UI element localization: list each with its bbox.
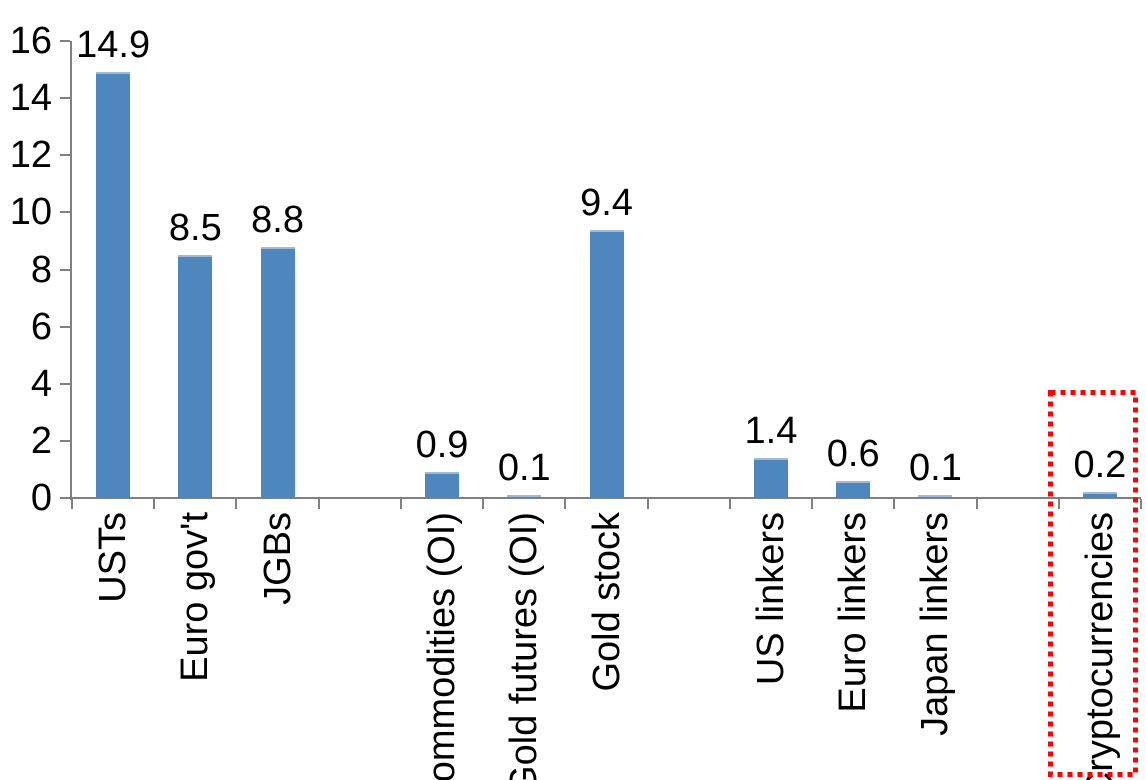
x-tick — [893, 499, 896, 509]
x-tick — [153, 499, 156, 509]
category-label-text: Commodities (OI) — [421, 512, 464, 780]
category-label-text: USTs — [92, 512, 135, 603]
y-tick — [60, 497, 70, 499]
x-tick — [71, 499, 73, 509]
y-tick-label: 8 — [30, 248, 52, 291]
y-tick — [60, 154, 70, 157]
bar — [425, 472, 460, 498]
y-tick — [60, 97, 70, 100]
bar-value-label: 0.9 — [415, 424, 469, 467]
bar — [96, 72, 131, 498]
category-label: Gold stock — [586, 512, 767, 692]
bar — [836, 480, 871, 498]
x-tick — [1140, 499, 1142, 509]
x-axis-line — [70, 497, 1141, 499]
category-label-text: Gold stock — [585, 512, 628, 692]
category-label-text: US linkers — [749, 512, 792, 686]
bar-value-label: 8.8 — [251, 198, 304, 241]
category-label: JGBs — [257, 512, 351, 605]
bar-value-label: 0.1 — [909, 447, 962, 490]
bar-value-label: 1.4 — [744, 410, 798, 452]
y-tick-label: 14 — [9, 77, 52, 120]
y-tick — [60, 325, 70, 328]
bar — [178, 255, 213, 498]
category-label: Cryptocurrencies — [1079, 512, 1146, 780]
y-tick — [60, 439, 70, 442]
x-tick — [1057, 499, 1060, 509]
y-tick-label: 10 — [9, 191, 52, 234]
bar — [918, 495, 953, 498]
category-label-text: JGBs — [256, 512, 299, 605]
y-tick-label: 0 — [30, 477, 52, 519]
x-tick — [235, 499, 238, 509]
x-tick — [317, 499, 320, 509]
bar-value-label: 9.4 — [580, 181, 633, 224]
category-label-text: Cryptocurrencies — [1078, 512, 1121, 780]
y-tick-label: 2 — [30, 419, 52, 462]
x-tick — [728, 499, 731, 509]
y-tick-label: 12 — [9, 134, 52, 177]
bar-value-label: 0.6 — [826, 432, 880, 475]
y-tick — [60, 268, 70, 271]
y-tick — [60, 211, 70, 214]
bar — [260, 246, 295, 498]
x-tick — [399, 499, 402, 509]
bar-value-label: 0.1 — [497, 447, 551, 490]
category-label: USTs — [92, 512, 184, 603]
bar-value-label: 14.9 — [76, 24, 151, 67]
category-label-text: Japan linkers — [914, 512, 957, 736]
bar — [507, 495, 542, 498]
y-tick — [60, 40, 70, 42]
bar-value-label: 8.5 — [168, 207, 222, 250]
x-tick — [482, 499, 485, 509]
category-label-text: Euro linkers — [832, 512, 875, 713]
bar — [753, 458, 788, 498]
y-tick-label: 4 — [30, 362, 52, 405]
bar — [589, 229, 624, 498]
x-tick — [646, 499, 649, 509]
bar — [1082, 492, 1117, 498]
category-label-text: Gold futures (OI) — [503, 512, 546, 780]
y-tick-label: 6 — [30, 305, 52, 348]
bar-value-label: 0.2 — [1073, 444, 1127, 487]
y-tick-label: 16 — [9, 20, 52, 62]
category-label-text: Euro gov't — [174, 512, 217, 682]
y-axis-line — [70, 41, 72, 500]
x-tick — [564, 499, 567, 509]
y-tick — [60, 382, 70, 385]
x-tick — [975, 499, 978, 509]
x-tick — [811, 499, 814, 509]
